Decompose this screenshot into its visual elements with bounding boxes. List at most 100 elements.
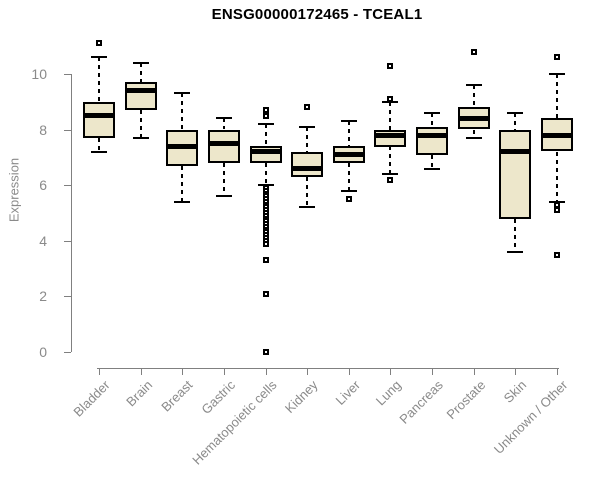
y-tick [64, 241, 71, 242]
y-tick-label: 2 [39, 288, 47, 304]
whisker-cap-lower [424, 168, 440, 170]
outlier-point [263, 113, 269, 119]
whisker-lower [265, 163, 267, 185]
median-line [374, 133, 406, 138]
whisker-lower [140, 110, 142, 138]
x-tick-label-bladder: Bladder [70, 377, 113, 420]
x-tick [182, 368, 183, 375]
whisker-upper [306, 127, 308, 152]
x-tick-label-unknown-other: Unknown / Other [491, 377, 571, 457]
whisker-cap-upper [507, 112, 523, 114]
x-tick [99, 368, 100, 375]
median-line [499, 149, 531, 154]
whisker-cap-upper [382, 101, 398, 103]
whisker-lower [473, 130, 475, 138]
median-line [250, 149, 282, 154]
whisker-cap-upper [466, 84, 482, 86]
box [83, 102, 115, 138]
x-tick [474, 368, 475, 375]
whisker-cap-upper [216, 117, 232, 119]
x-tick-label-prostate: Prostate [443, 377, 488, 423]
median-line [458, 116, 490, 121]
whisker-upper [98, 57, 100, 101]
whisker-upper [348, 121, 350, 146]
whisker-upper [556, 74, 558, 118]
median-line [416, 133, 448, 138]
x-tick-label-gastric: Gastric [198, 377, 238, 418]
y-axis-line [71, 74, 72, 352]
outlier-point [263, 291, 269, 297]
x-tick-label-hematopoietic-cells: Hematopoietic cells [189, 377, 280, 468]
whisker-lower [306, 177, 308, 208]
x-tick-label-lung: Lung [372, 377, 404, 409]
whisker-upper [431, 113, 433, 127]
whisker-cap-lower [133, 137, 149, 139]
whisker-lower [556, 152, 558, 202]
chart-title: ENSG00000172465 - TCEAL1 [211, 6, 423, 23]
whisker-cap-lower [299, 206, 315, 208]
median-line [83, 113, 115, 118]
x-tick [349, 368, 350, 375]
outlier-point [554, 207, 560, 213]
whisker-upper [140, 63, 142, 82]
x-tick-label-brain: Brain [122, 377, 155, 410]
whisker-cap-lower [91, 151, 107, 153]
whisker-cap-lower [174, 201, 190, 203]
whisker-upper [223, 118, 225, 129]
outlier-point [263, 349, 269, 355]
x-tick [390, 368, 391, 375]
whisker-lower [389, 146, 391, 174]
outlier-point [387, 63, 393, 69]
whisker-lower [181, 166, 183, 202]
y-tick-label: 0 [39, 344, 47, 360]
whisker-cap-upper [133, 62, 149, 64]
whisker-cap-lower [507, 251, 523, 253]
x-tick-label-breast: Breast [158, 377, 196, 415]
x-tick-label-pancreas: Pancreas [396, 377, 446, 427]
outlier-point [346, 196, 352, 202]
whisker-cap-upper [91, 56, 107, 58]
x-tick [557, 368, 558, 375]
whisker-cap-lower [382, 173, 398, 175]
median-line [541, 133, 573, 138]
y-tick [64, 130, 71, 131]
x-tick [307, 368, 308, 375]
outlier-point [263, 241, 269, 247]
outlier-point [304, 104, 310, 110]
whisker-lower [514, 219, 516, 252]
box [416, 127, 448, 155]
y-tick [64, 185, 71, 186]
median-line [291, 166, 323, 171]
x-tick [141, 368, 142, 375]
x-tick [515, 368, 516, 375]
median-line [208, 141, 240, 146]
outlier-point [263, 107, 269, 113]
median-line [166, 144, 198, 149]
whisker-cap-upper [424, 112, 440, 114]
whisker-upper [181, 93, 183, 129]
outlier-point [387, 96, 393, 102]
whisker-lower [98, 138, 100, 152]
x-tick [266, 368, 267, 375]
x-tick [432, 368, 433, 375]
outlier-point [263, 257, 269, 263]
whisker-cap-upper [549, 73, 565, 75]
whisker-lower [348, 163, 350, 191]
whisker-cap-upper [258, 123, 274, 125]
y-tick-label: 10 [31, 66, 47, 82]
y-tick-label: 6 [39, 177, 47, 193]
whisker-cap-upper [299, 126, 315, 128]
outlier-point [554, 252, 560, 258]
whisker-cap-lower [466, 137, 482, 139]
y-tick [64, 352, 71, 353]
whisker-upper [389, 102, 391, 130]
whisker-cap-upper [341, 120, 357, 122]
y-tick [64, 296, 71, 297]
y-tick-label: 4 [39, 233, 47, 249]
whisker-cap-lower [216, 195, 232, 197]
box [499, 130, 531, 219]
box [208, 130, 240, 163]
outlier-point [471, 49, 477, 55]
